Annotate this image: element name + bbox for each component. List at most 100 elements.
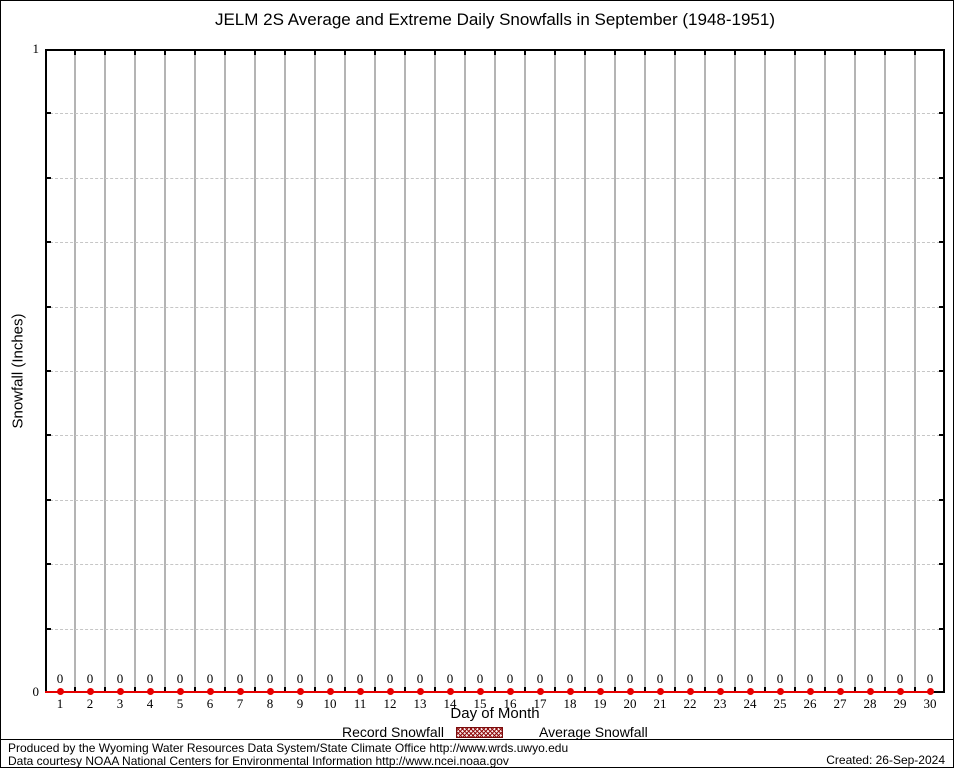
x-tick-label: 9 [296,696,304,711]
x-tick-label: 10 [323,696,337,711]
average-snowfall-point [236,688,244,695]
x-tick-bottom [764,687,766,693]
x-tick-top [854,49,856,55]
x-tick-label: 30 [923,696,937,711]
data-label: 0 [746,671,754,686]
grid-line-horizontal [45,628,945,630]
x-tick-label: 7 [236,696,244,711]
y-tick-left [45,370,51,372]
average-snowfall-point [626,688,634,695]
data-label: 0 [866,671,874,686]
x-tick-top [794,49,796,55]
average-snowfall-point [926,688,934,695]
x-tick-top [224,49,226,55]
x-tick-label: 26 [803,696,817,711]
x-tick-label: 28 [863,696,877,711]
x-tick-bottom [134,687,136,693]
data-label: 0 [596,671,604,686]
x-tick-top [374,49,376,55]
chart-title: JELM 2S Average and Extreme Daily Snowfa… [214,10,776,29]
data-label: 0 [356,671,364,686]
data-label: 0 [86,671,94,686]
average-snowfall-point [86,688,94,695]
x-tick-bottom [464,687,466,693]
average-snowfall-point [566,688,574,695]
x-tick-top [734,49,736,55]
x-tick-label: 14 [443,696,457,711]
x-tick-top [764,49,766,55]
x-tick-label: 25 [773,696,787,711]
y-tick-left [45,305,51,308]
record-snowfall-swatch-icon [456,727,503,738]
y-tick-right [939,241,945,244]
average-snowfall-point [836,688,844,695]
x-tick-top [914,49,916,55]
x-tick-label: 15 [473,696,487,711]
x-tick-top [74,49,76,55]
average-snowfall-point [326,688,334,695]
data-label: 0 [56,671,64,686]
x-tick-bottom [524,687,526,693]
x-tick-label: 11 [353,696,367,711]
x-tick-label: 3 [116,696,124,711]
grid-line-horizontal [45,113,945,115]
y-tick-left [45,176,51,179]
data-label: 0 [566,671,574,686]
x-tick-label: 2 [86,696,94,711]
x-tick-bottom [284,687,286,693]
x-tick-top [494,49,496,55]
x-tick-top [194,49,196,55]
x-tick-bottom [374,687,376,693]
y-tick-left [45,563,51,566]
x-tick-label: 5 [176,696,184,711]
average-snowfall-point [776,688,784,695]
x-tick-label: 27 [833,696,847,711]
grid-line-horizontal [45,499,945,501]
x-tick-bottom [74,687,76,693]
x-tick-bottom [164,687,166,693]
x-tick-top [884,49,886,55]
x-tick-label: 18 [563,696,577,711]
average-snowfall-point [716,688,724,695]
y-tick-left [45,434,51,437]
x-tick-top [584,49,586,55]
x-tick-bottom [344,687,346,693]
x-tick-top [464,49,466,55]
x-tick-label: 6 [206,696,214,711]
average-snowfall-point [446,688,454,695]
average-snowfall-point [266,688,274,695]
x-tick-top [104,49,106,55]
x-tick-bottom [434,687,436,693]
footer-produced-by: Produced by the Wyoming Water Resources … [8,741,569,755]
x-tick-bottom [734,687,736,693]
x-tick-bottom [584,687,586,693]
y-tick-right [939,627,945,630]
y-tick-left [45,627,51,630]
y-tick-right [939,434,945,437]
average-snowfall-point [56,688,64,695]
data-label: 0 [446,671,454,686]
x-tick-label: 21 [653,696,667,711]
x-tick-top [314,49,316,55]
data-label: 0 [386,671,394,686]
data-label: 0 [146,671,154,686]
average-snowfall-point [596,688,604,695]
average-snowfall-point [506,688,514,695]
y-tick-right [939,176,945,179]
x-tick-bottom [674,687,676,693]
y-tick-right [939,498,945,501]
average-snowfall-point [866,688,874,695]
x-tick-top [554,49,556,55]
x-tick-top [134,49,136,55]
average-snowfall-point [536,688,544,695]
x-tick-top [824,49,826,55]
average-snowfall-point [386,688,394,695]
y-axis-label: Snowfall (Inches) [9,313,27,429]
x-tick-bottom [614,687,616,693]
x-tick-label: 16 [503,696,517,711]
x-tick-label: 24 [743,696,757,711]
x-tick-top [614,49,616,55]
y-tick-right [939,305,945,308]
average-snowfall-point [356,688,364,695]
